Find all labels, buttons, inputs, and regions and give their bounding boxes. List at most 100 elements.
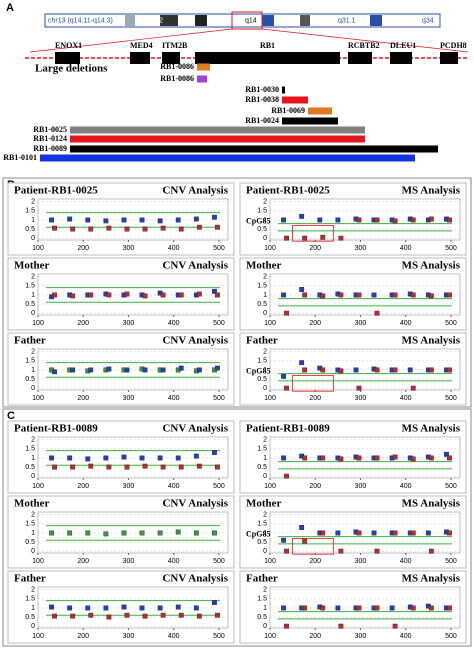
data-point [302, 455, 308, 461]
x-tick-label: 400 [168, 245, 180, 252]
chart-title: Patient-RB1-0025 [14, 185, 98, 197]
data-point [157, 605, 163, 611]
plot-area [269, 273, 461, 316]
gene-label: ITM2B [162, 41, 188, 50]
data-point [374, 367, 380, 373]
data-point [103, 218, 109, 224]
data-point [356, 385, 362, 391]
x-tick-label: 500 [445, 558, 457, 565]
y-tick-label: 2 [31, 274, 35, 281]
data-point [52, 613, 57, 619]
y-tick-label: 1.5 [257, 446, 267, 453]
y-tick-label: 1 [31, 367, 35, 374]
y-tick-label: 1 [263, 605, 267, 612]
data-point [444, 451, 449, 457]
data-point [88, 463, 94, 469]
y-tick-label: 1.5 [25, 358, 35, 365]
deletion-label: RB1-0069 [271, 106, 305, 115]
plot-area [269, 198, 461, 241]
x-tick-label: 400 [400, 320, 412, 327]
data-point [88, 292, 94, 298]
y-tick-label: 2 [31, 587, 35, 594]
zoom-line [261, 28, 469, 53]
gene [55, 52, 80, 64]
deletion-bar [308, 107, 332, 115]
data-point [160, 225, 166, 231]
data-point [284, 310, 289, 316]
data-point [320, 293, 326, 299]
deletion-label: RB1-0089 [33, 144, 67, 153]
deletion-bar [197, 63, 210, 71]
data-point [338, 548, 344, 554]
data-point [320, 455, 326, 461]
data-point [52, 225, 57, 231]
data-point [302, 292, 308, 298]
data-point [70, 464, 76, 470]
deletion-label: RB1-0038 [245, 95, 279, 104]
y-tick-label: 1 [31, 292, 35, 299]
x-tick-label: 500 [445, 633, 457, 640]
y-tick-label: 0 [263, 473, 267, 480]
data-point [428, 293, 434, 299]
data-point [374, 310, 380, 316]
data-point [178, 292, 184, 298]
data-point [428, 367, 434, 373]
data-point [142, 463, 148, 469]
data-point [302, 538, 308, 544]
chart-subtitle: MS Analysis [402, 185, 461, 197]
y-tick-label: 1 [263, 292, 267, 299]
data-point [212, 450, 217, 455]
data-point [178, 612, 184, 618]
data-point [447, 292, 452, 298]
gene [130, 52, 150, 64]
x-tick-label: 500 [213, 395, 225, 402]
band-label: q14 [245, 17, 257, 24]
x-tick-label: 100 [264, 558, 276, 565]
y-tick-label: 1.5 [25, 446, 35, 453]
y-tick-label: 0.5 [25, 464, 35, 471]
y-tick-label: 0 [31, 235, 35, 242]
data-point [338, 623, 344, 629]
y-tick-label: 0.5 [257, 301, 267, 308]
data-point [52, 292, 57, 298]
annotation-box [292, 375, 334, 392]
data-point [178, 226, 184, 232]
x-tick-label: 500 [213, 320, 225, 327]
data-point [410, 385, 416, 391]
data-point [374, 455, 380, 461]
chart-title: Father [246, 573, 278, 585]
y-tick-label: 0 [263, 235, 267, 242]
x-tick-label: 400 [400, 245, 412, 252]
data-point [320, 605, 326, 611]
deletion-bar [70, 135, 365, 143]
data-point [299, 213, 305, 219]
ideogram-band [160, 15, 178, 26]
panel-frame [2, 408, 472, 647]
band-label: p11.2 [146, 17, 163, 24]
plot-area [269, 511, 461, 554]
data-point [67, 530, 73, 536]
data-point [338, 456, 344, 462]
data-point [338, 368, 344, 374]
data-point [212, 600, 217, 605]
x-tick-label: 200 [309, 483, 321, 490]
gene [440, 52, 458, 64]
data-point [88, 226, 94, 232]
y-tick-label: 0 [31, 473, 35, 480]
data-point [175, 217, 181, 223]
y-tick-label: 0 [263, 385, 267, 392]
plot-area [37, 348, 229, 391]
deletions-title: Large deletions [35, 63, 108, 75]
data-point [425, 530, 431, 536]
data-point [392, 454, 398, 460]
y-tick-label: 1.5 [257, 283, 267, 290]
x-tick-label: 200 [77, 633, 89, 640]
x-tick-label: 100 [264, 483, 276, 490]
chart-subtitle: MS Analysis [402, 573, 461, 585]
data-point [142, 293, 148, 299]
x-tick-label: 300 [123, 483, 135, 490]
x-tick-label: 200 [77, 395, 89, 402]
data-point [103, 605, 109, 611]
y-tick-label: 0.5 [25, 226, 35, 233]
